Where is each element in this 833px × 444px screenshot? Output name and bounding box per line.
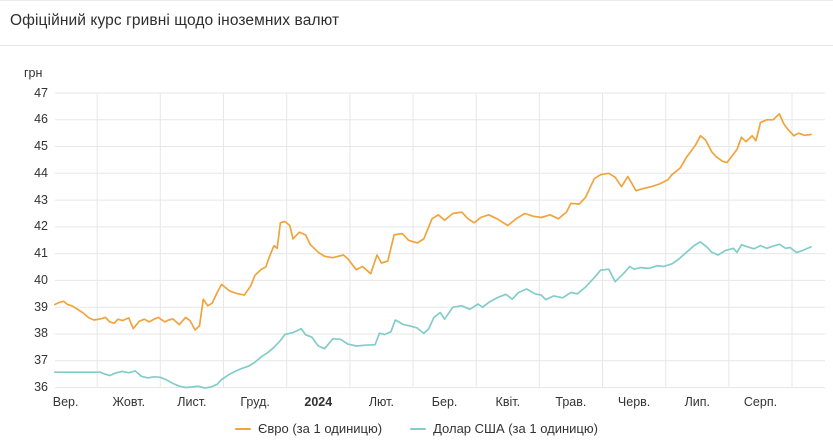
x-tick-label: Черв. xyxy=(617,395,651,409)
x-tick-label: Лип. xyxy=(684,395,711,409)
x-tick-label: Лист. xyxy=(177,395,207,409)
chart-legend: Євро (за 1 одиницю) Долар США (за 1 один… xyxy=(0,421,833,436)
x-tick-label: Груд. xyxy=(240,395,270,409)
x-tick-label: Вер. xyxy=(52,395,79,409)
y-tick-label: 46 xyxy=(34,112,48,127)
usd-line-marker-icon xyxy=(410,427,427,430)
x-tick-label: Лют. xyxy=(368,395,394,409)
chart-title: Офіційний курс гривні щодо іноземних вал… xyxy=(10,12,340,29)
title-divider xyxy=(0,45,833,46)
y-axis-unit-label: грн xyxy=(24,66,43,80)
x-tick-label: Жовт. xyxy=(112,395,146,409)
y-tick-label: 36 xyxy=(34,380,48,394)
x-tick-label: Квіт. xyxy=(495,395,521,409)
y-tick-label: 44 xyxy=(34,165,48,180)
legend-item-euro[interactable]: Євро (за 1 одиницю) xyxy=(235,421,382,436)
y-tick-label: 39 xyxy=(34,299,48,314)
y-tick-label: 43 xyxy=(34,192,48,207)
y-tick-label: 40 xyxy=(34,272,48,287)
y-tick-label: 37 xyxy=(34,353,48,368)
legend-label-usd: Долар США (за 1 одиницю) xyxy=(433,421,598,436)
x-tick-label: 2024 xyxy=(304,395,333,409)
y-tick-label: 42 xyxy=(34,219,48,234)
y-tick-label: 38 xyxy=(34,326,48,341)
y-tick-label: 45 xyxy=(34,139,48,154)
y-tick-label: 47 xyxy=(34,85,48,100)
euro-line-marker-icon xyxy=(235,427,252,430)
x-tick-label: Серп. xyxy=(743,395,778,409)
y-tick-label: 41 xyxy=(34,246,48,261)
legend-item-usd[interactable]: Долар США (за 1 одиницю) xyxy=(410,421,598,436)
legend-label-euro: Євро (за 1 одиницю) xyxy=(258,421,383,436)
x-tick-label: Бер. xyxy=(431,395,458,409)
x-tick-label: Трав. xyxy=(555,395,587,409)
